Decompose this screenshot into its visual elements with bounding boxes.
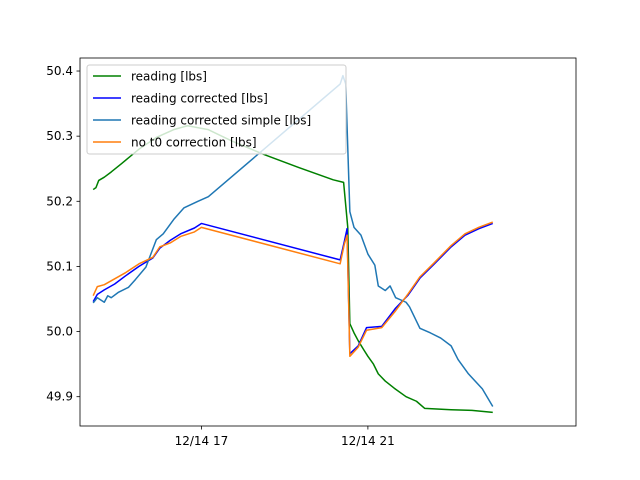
legend-label: reading corrected [lbs] (131, 92, 268, 106)
x-tick-label: 12/14 17 (175, 434, 229, 448)
axes-layer: 49.9 50.0 50.1 50.2 50.3 50.4 12/14 17 12/14 21 (46, 57, 577, 448)
series-line-3 (92, 74, 494, 407)
series-layer (92, 74, 494, 414)
legend-box (86, 64, 347, 155)
series-line-4 (92, 221, 494, 358)
series-line-1 (92, 124, 493, 414)
y-tick-label: 50.0 (46, 325, 73, 339)
legend-label: reading corrected simple [lbs] (131, 114, 311, 128)
y-tick-label: 50.1 (46, 259, 73, 273)
y-tick-label: 50.2 (46, 194, 73, 208)
legend: reading [lbs] reading corrected [lbs] read… (86, 64, 347, 155)
legend-label: reading [lbs] (131, 70, 207, 84)
x-tick-label: 12/14 21 (341, 434, 395, 448)
y-tick-label: 49.9 (46, 390, 73, 404)
y-tick-label: 50.3 (46, 129, 73, 143)
y-tick-label: 50.4 (46, 64, 73, 78)
series-line-2 (92, 222, 494, 355)
axes-frame (79, 57, 577, 427)
legend-label: no t0 correction [lbs] (131, 136, 257, 150)
